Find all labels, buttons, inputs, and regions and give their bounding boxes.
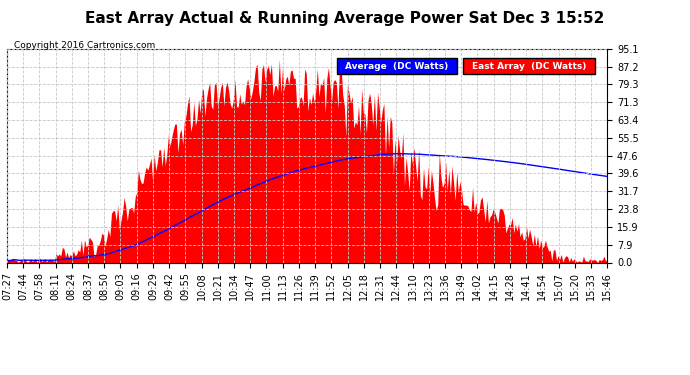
Text: Average  (DC Watts): Average (DC Watts) — [346, 62, 448, 71]
FancyBboxPatch shape — [337, 58, 457, 74]
Text: East Array  (DC Watts): East Array (DC Watts) — [472, 62, 586, 71]
FancyBboxPatch shape — [463, 58, 595, 74]
Text: Copyright 2016 Cartronics.com: Copyright 2016 Cartronics.com — [14, 41, 155, 50]
Text: East Array Actual & Running Average Power Sat Dec 3 15:52: East Array Actual & Running Average Powe… — [86, 11, 604, 26]
